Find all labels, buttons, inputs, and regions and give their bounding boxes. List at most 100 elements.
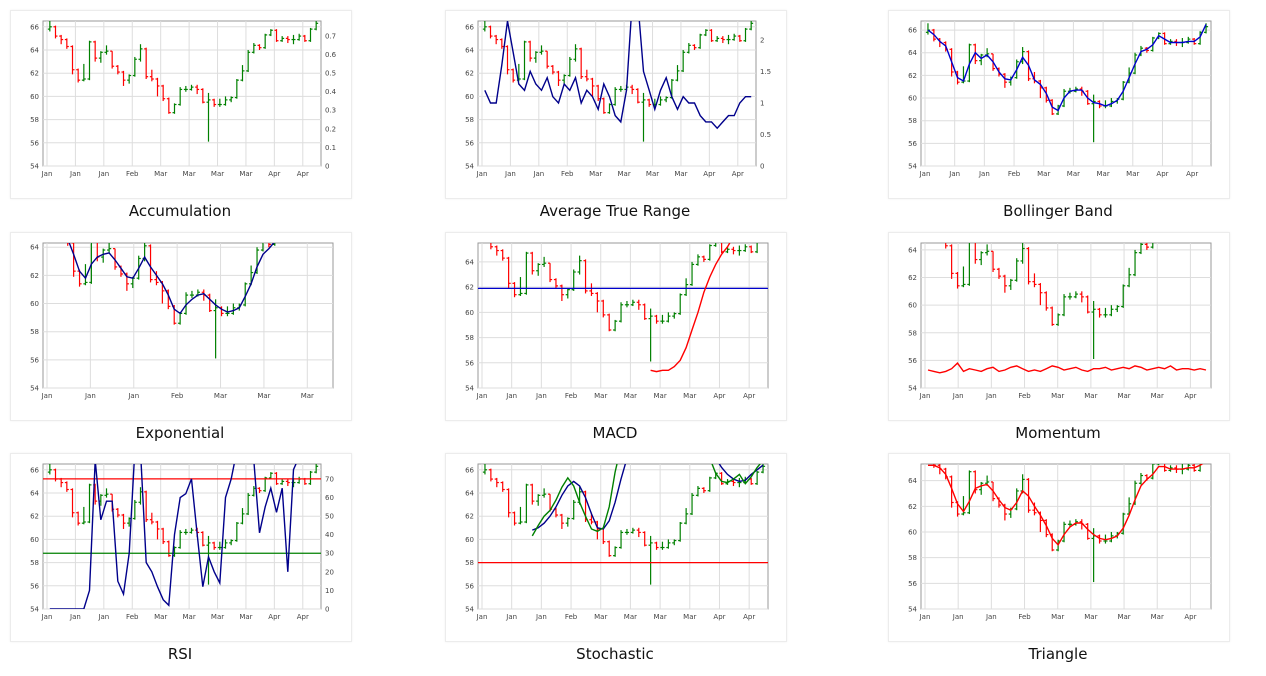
y-tick-label: 56 [465,582,474,590]
ohlc-bar [1026,247,1031,285]
ohlc-bar [76,68,81,83]
ohlc-bar [1044,519,1049,538]
indicator-line [927,24,1207,112]
ohlc-bar [1121,512,1126,535]
y2-tick-label: 0.2 [325,125,336,133]
x-tick-label: Apr [268,170,280,178]
y-tick-label: 62 [908,72,917,80]
x-tick-label: Mar [211,170,224,178]
ohlc-bar [695,486,701,497]
ohlc-bar [743,244,748,252]
chart-card-accumulation[interactable]: 54 56 58 60 62 64 66 0 0.1 0.2 0.3 0.4 0.5 0.6 0.7 Jan J… [10,10,352,199]
ohlc-bar [545,50,550,69]
ohlc-bar [518,506,523,525]
ohlc-bar [672,539,677,546]
ohlc-bar [251,43,256,54]
chart-title: Average True Range [539,202,691,220]
chart-card-macd[interactable]: 54 56 58 60 62 64 Jan Jan Jan Feb Mar Mar Mar Mar Apr A… [445,232,787,421]
ohlc-bar [1174,233,1178,241]
ohlc-bar [161,527,166,545]
x-tick-label: Mar [1117,392,1130,400]
ohlc-bar [565,517,570,527]
x-tick-label: Jan [97,613,109,621]
y-tick-label: 60 [30,536,39,544]
x-tick-label: Apr [703,170,715,178]
y-tick-label: 54 [465,385,474,393]
y2-tick-label: 0.4 [325,88,337,96]
ohlc-bar [285,36,290,44]
ohlc-bar [1168,233,1172,240]
ohlc-bar [229,539,234,546]
ohlc-bar [280,479,285,485]
ohlc-bar [692,44,697,50]
ohlc-bar [268,29,273,37]
chart-card-momentum[interactable]: 54 56 58 60 62 64 Jan Jan Jan Feb Mar Mar Mar Mar Apr [888,232,1230,421]
y-tick-label: 58 [908,329,917,337]
chart-card-triangle[interactable]: 54 56 58 60 62 64 Jan Jan Jan Feb Mar Mar Mar Mar Apr [888,453,1230,642]
ohlc-bar [60,233,64,240]
x-tick-label: Mar [257,392,270,400]
ohlc-bar [115,65,120,75]
ohlc-bar [64,481,69,492]
ohlc-bar [1156,464,1160,466]
chart-svg: 54 56 58 60 62 64 Jan Jan Jan Feb Mar Mar Mar Mar Apr A… [465,242,769,400]
chart-card-stochastic[interactable]: 54 56 58 60 62 64 66 Jan Jan Jan Feb Mar Mar Mar Mar Ap… [445,453,787,642]
x-tick-label: Jan [532,170,544,178]
x-tick-label: Mar [624,392,637,400]
y-tick-label: 62 [465,284,474,292]
y-tick-label: 54 [465,606,474,614]
y-tick-label: 66 [908,27,917,35]
ohlc-bar [70,488,75,518]
x-tick-label: Jan [919,613,931,621]
ohlc-bar [263,33,268,49]
chart-card-rsi[interactable]: 54 56 58 60 62 64 66 0 10 20 30 40 50 60 70 Jan Jan Jan Fe… [10,453,352,642]
y-tick-label: 64 [465,258,474,266]
x-tick-label: Mar [1096,170,1109,178]
y-tick-label: 66 [30,466,39,474]
ohlc-bar [138,44,143,62]
ohlc-bar [494,245,499,256]
ohlc-bar [132,499,137,520]
x-tick-label: Mar [301,392,314,400]
ohlc-bar [268,472,273,480]
x-tick-label: Jan [985,392,997,400]
ohlc-bar [1144,243,1149,250]
chart-svg: 54 56 58 60 62 64 Jan Jan Jan Feb Mar Mar Mar Mar Apr [908,463,1212,621]
x-tick-label: Mar [182,170,195,178]
ohlc-bar [579,47,584,79]
y-tick-label: 62 [30,513,39,521]
ohlc-bar [562,74,567,84]
ohlc-bar [243,282,248,307]
ohlc-bar [240,508,245,525]
chart-card-bollinger-band[interactable]: 54 56 58 60 62 64 66 Jan Jan Jan Feb Mar Mar Mar Mar Ap… [888,10,1230,199]
ohlc-bar [654,541,659,550]
y-tick-label: 56 [908,580,917,588]
ohlc-bar [979,481,984,495]
ohlc-bar [189,290,195,298]
plot-series [43,464,321,609]
ohlc-bar [1008,278,1013,290]
ohlc-bar [178,87,183,106]
ohlc-bar [698,33,703,49]
ohlc-bar [1198,233,1202,240]
ohlc-bar [314,21,319,31]
chart-card-average-true-range[interactable]: 54 56 58 60 62 64 66 0 0.5 1 1.5 2 Jan Jan Jan Feb Mar Ma… [445,10,787,199]
x-tick-label: Feb [1018,613,1031,621]
chart-card-exponential[interactable]: 54 56 58 60 62 64 Jan Jan Jan Feb Mar Mar Mar [10,232,352,421]
plot-area [920,463,1212,610]
ohlc-bar [280,36,285,42]
y-tick-label: 62 [908,503,917,511]
ohlc-bar [87,40,92,81]
ohlc-bar [229,96,234,103]
ohlc-bar [246,50,251,73]
ohlc-bar [630,299,635,307]
ohlc-bar [148,244,153,283]
ohlc-bar [93,40,98,62]
y-tick-label: 58 [30,559,39,567]
ohlc-bar [1150,243,1154,249]
ohlc-bar [601,97,606,114]
ohlc-bar [743,27,748,42]
ohlc-bar [932,233,936,236]
y-tick-label: 60 [30,93,39,101]
ohlc-bar [87,483,92,524]
